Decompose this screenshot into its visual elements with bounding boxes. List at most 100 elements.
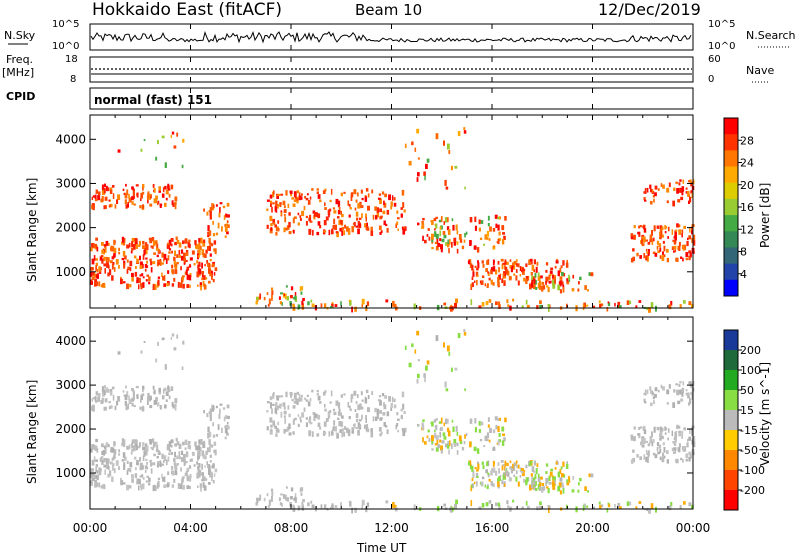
velocity-cell <box>316 433 320 437</box>
power-cell <box>367 193 370 198</box>
velocity-cell <box>678 447 681 453</box>
power-cell <box>504 276 507 279</box>
velocity-cell <box>463 329 466 332</box>
power-cell <box>340 220 343 225</box>
power-cell <box>495 269 498 275</box>
velocity-cell <box>549 471 553 476</box>
power-cell <box>679 304 682 308</box>
power-cell <box>201 272 204 278</box>
power-cell <box>487 283 489 286</box>
power-cell <box>209 253 212 257</box>
velocity-cell <box>454 367 458 371</box>
velocity-cell <box>446 418 449 424</box>
velocity-cell <box>196 472 199 479</box>
velocity-cell <box>541 483 545 486</box>
velocity-cell <box>270 402 272 409</box>
power-cell <box>112 193 115 199</box>
freq-tick-top: 18 <box>65 54 78 65</box>
power-cell <box>155 195 158 200</box>
power-cell <box>431 247 434 250</box>
power-cell <box>94 243 97 248</box>
colorbar-frame <box>723 329 739 511</box>
velocity-cell <box>490 480 493 486</box>
velocity-cell <box>364 396 367 400</box>
power-cell <box>528 261 532 265</box>
power-cell <box>525 263 528 267</box>
velocity-cell <box>560 466 563 470</box>
power-cell <box>107 264 110 269</box>
x-tick-label: 04:00 <box>173 521 208 535</box>
velocity-cell <box>139 457 141 462</box>
y-tick-label: 3000 <box>55 176 86 190</box>
power-cell <box>513 261 516 265</box>
station-title: Hokkaido East (fitACF) <box>92 0 282 20</box>
velocity-cell <box>165 459 168 466</box>
power-cell <box>659 255 662 259</box>
power-cell <box>162 187 165 193</box>
power-cell <box>431 220 434 225</box>
velocity-cell <box>181 478 184 482</box>
velocity-cell <box>341 415 344 419</box>
velocity-cell <box>338 408 341 415</box>
power-cell <box>489 226 492 232</box>
velocity-cell <box>102 392 105 397</box>
power-cell <box>301 300 304 305</box>
velocity-cell <box>376 408 380 415</box>
velocity-cell <box>450 367 453 372</box>
power-cell <box>679 179 682 182</box>
power-cell <box>370 230 374 236</box>
power-cell <box>214 267 218 272</box>
power-cell <box>600 303 604 307</box>
power-cell <box>163 283 166 287</box>
velocity-cell <box>678 383 681 387</box>
power-cell <box>366 222 368 228</box>
power-cell <box>269 215 273 222</box>
power-cell <box>453 237 457 244</box>
velocity-cell <box>495 502 498 507</box>
power-cell <box>671 229 674 235</box>
power-cell <box>205 277 208 280</box>
velocity-cell <box>539 485 542 491</box>
velocity-cell <box>635 506 638 510</box>
power-cell <box>208 262 211 267</box>
power-cell <box>667 236 669 239</box>
velocity-cell <box>300 487 304 492</box>
velocity-cell <box>548 481 552 485</box>
velocity-cell <box>197 456 200 459</box>
velocity-cell <box>487 473 490 478</box>
power-cell <box>287 203 290 209</box>
power-cell <box>128 242 131 248</box>
power-cell <box>333 210 337 214</box>
power-cell <box>689 196 692 203</box>
power-cell <box>633 225 636 229</box>
power-cell <box>92 271 95 276</box>
velocity-cell <box>340 421 343 426</box>
velocity-cell <box>213 441 217 446</box>
power-cell <box>469 240 472 246</box>
velocity-cell <box>113 454 116 459</box>
power-cell <box>490 279 493 285</box>
velocity-cell <box>271 408 273 414</box>
power-cell <box>292 217 295 224</box>
power-cell <box>400 207 403 210</box>
colorbar-tick-label: 8 <box>740 246 747 259</box>
velocity-cell <box>140 485 143 491</box>
power-cell <box>126 269 129 274</box>
power-cell <box>513 273 516 276</box>
power-cell <box>688 301 692 306</box>
velocity-cell <box>440 417 443 424</box>
velocity-cell <box>688 451 692 455</box>
velocity-cell <box>317 414 321 420</box>
power-cell <box>637 231 640 235</box>
velocity-cell <box>203 410 205 414</box>
velocity-cell <box>446 427 450 432</box>
power-cell <box>198 239 201 246</box>
power-cell <box>678 224 681 228</box>
velocity-cell <box>647 443 651 447</box>
power-cell <box>126 283 129 290</box>
power-cell <box>422 217 425 221</box>
velocity-cell <box>122 439 126 444</box>
power-cell <box>478 219 481 225</box>
velocity-cell <box>423 373 426 378</box>
power-cell <box>104 268 106 274</box>
